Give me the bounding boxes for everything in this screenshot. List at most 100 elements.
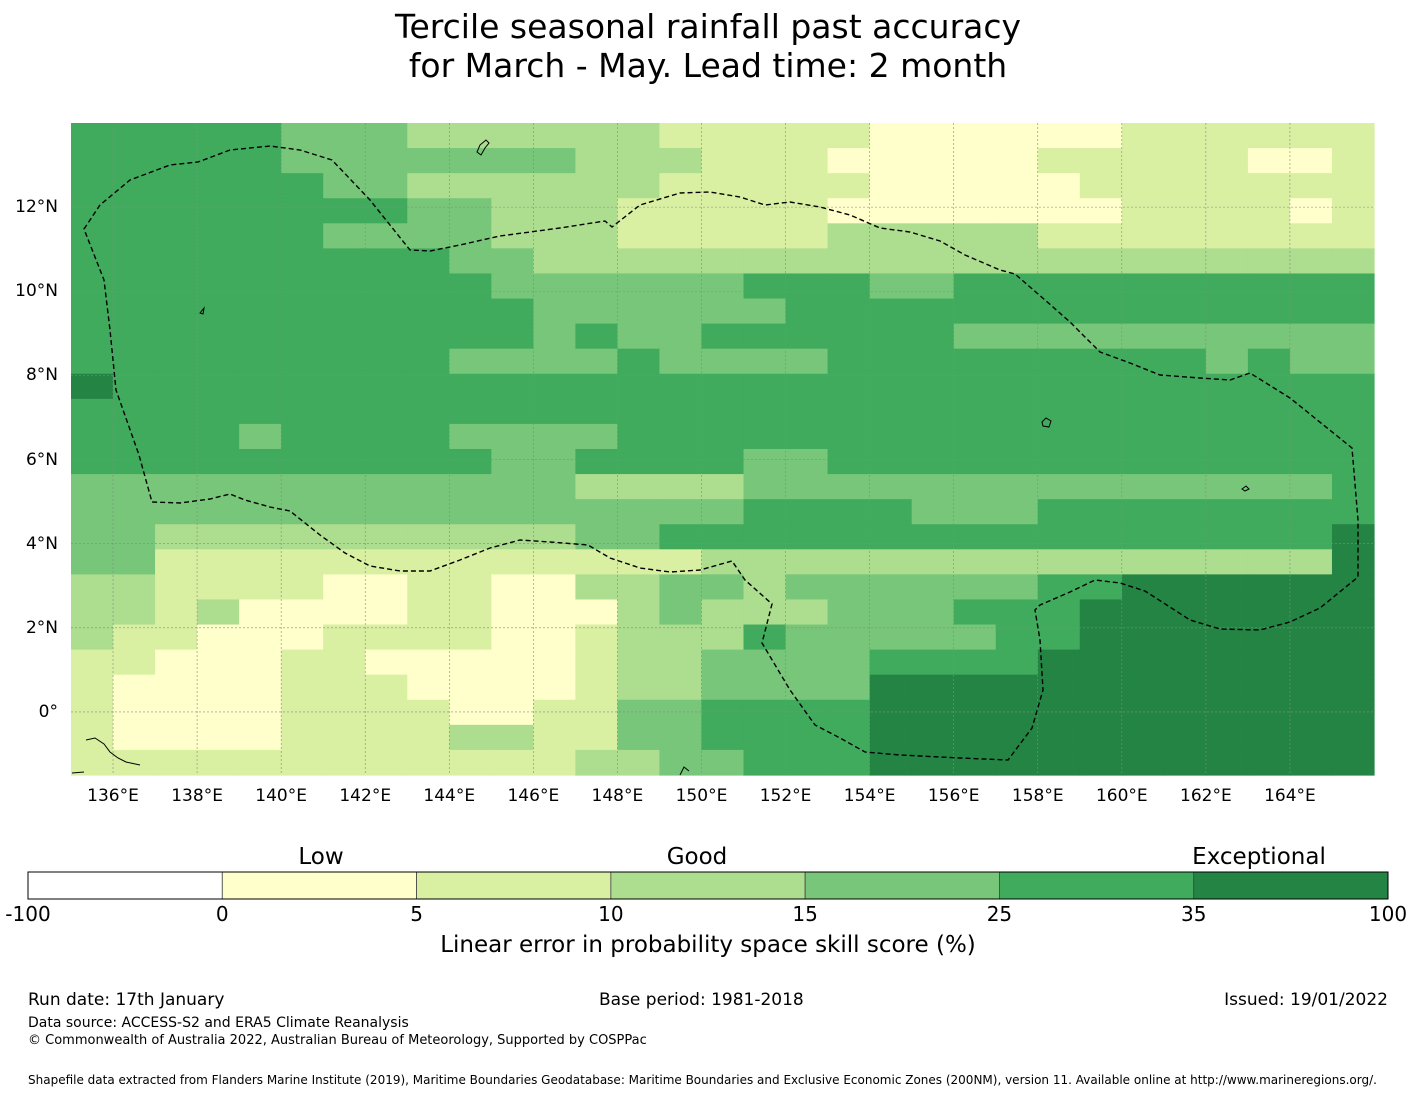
- skill-cell: [1121, 574, 1165, 601]
- skill-cell: [155, 198, 198, 224]
- skill-cell: [953, 148, 997, 174]
- skill-cell: [701, 549, 745, 575]
- skill-cell: [1079, 323, 1123, 350]
- skill-cell: [407, 474, 450, 500]
- skill-cell: [911, 373, 955, 400]
- skill-cell: [197, 549, 240, 575]
- skill-cell: [953, 524, 997, 550]
- skill-cell: [155, 398, 198, 425]
- skill-cell: [449, 674, 492, 701]
- skill-cell: [239, 499, 282, 525]
- skill-cell: [827, 398, 871, 425]
- skill-cell: [491, 649, 534, 676]
- shapefile-credit: Shapefile data extracted from Flanders M…: [28, 1073, 1377, 1087]
- skill-cell: [911, 699, 955, 726]
- skill-cell: [365, 323, 408, 350]
- skill-cell: [491, 599, 534, 626]
- skill-cell: [491, 148, 534, 174]
- skill-cell: [1037, 248, 1081, 275]
- skill-cell: [953, 499, 997, 525]
- skill-cell: [1247, 323, 1291, 350]
- skill-cell: [575, 574, 619, 601]
- skill-cell: [155, 524, 198, 550]
- skill-cell: [197, 148, 240, 174]
- skill-cell: [743, 148, 787, 174]
- skill-cell: [869, 749, 913, 776]
- skill-cell: [239, 273, 282, 300]
- skill-cell: [113, 749, 156, 776]
- base-period: Base period: 1981-2018: [599, 990, 804, 1010]
- skill-cell: [323, 649, 366, 676]
- skill-cell: [1037, 298, 1081, 325]
- skill-cell: [953, 273, 997, 300]
- skill-cell: [365, 348, 408, 375]
- skill-cell: [1037, 549, 1081, 575]
- skill-cell: [155, 699, 198, 726]
- skill-cell: [533, 298, 576, 325]
- skill-cell: [743, 624, 787, 651]
- skill-cell: [491, 624, 534, 651]
- skill-cell: [155, 549, 198, 575]
- skill-cell: [575, 524, 619, 550]
- skill-cell: [1121, 599, 1165, 626]
- skill-cell: [281, 273, 324, 300]
- skill-cell: [533, 699, 576, 726]
- skill-cell: [785, 373, 829, 400]
- skill-cell: [743, 549, 787, 575]
- skill-cell: [827, 474, 871, 500]
- skill-cell: [1205, 724, 1249, 751]
- skill-cell: [617, 724, 661, 751]
- skill-cell: [617, 674, 661, 701]
- skill-cell: [281, 549, 324, 575]
- skill-cell: [1037, 423, 1081, 450]
- skill-cell: [239, 123, 282, 149]
- skill-cell: [281, 173, 324, 199]
- skill-cell: [155, 348, 198, 375]
- skill-cell: [869, 248, 913, 275]
- skill-cell: [827, 323, 871, 350]
- skill-cell: [827, 574, 871, 601]
- skill-cell: [491, 474, 534, 500]
- chart-title-line-2: for March - May. Lead time: 2 month: [408, 46, 1008, 85]
- skill-cell: [1037, 749, 1081, 776]
- skill-cell: [785, 148, 829, 174]
- skill-cell: [911, 624, 955, 651]
- skill-cell: [239, 398, 282, 425]
- skill-cell: [113, 699, 156, 726]
- skill-cell: [827, 449, 871, 475]
- skill-cell: [197, 298, 240, 325]
- skill-cell: [1037, 198, 1081, 224]
- skill-cell: [575, 148, 619, 174]
- skill-cell: [407, 649, 450, 676]
- skill-cell: [1037, 599, 1081, 626]
- skill-cell: [869, 123, 913, 149]
- skill-cell: [995, 223, 1039, 249]
- skill-cell: [365, 699, 408, 726]
- skill-cell: [71, 398, 114, 425]
- skill-cell: [1163, 524, 1207, 550]
- yap-island: [199, 306, 205, 315]
- latitude-tick-label: 8°N: [25, 365, 58, 386]
- skill-cell: [407, 373, 450, 400]
- skill-cell: [953, 398, 997, 425]
- skill-cell: [281, 674, 324, 701]
- skill-cell: [743, 298, 787, 325]
- skill-cell: [827, 348, 871, 375]
- skill-cell: [953, 574, 997, 601]
- skill-cell: [869, 649, 913, 676]
- skill-cell: [1247, 373, 1291, 400]
- skill-cell: [1289, 223, 1333, 249]
- skill-cell: [911, 649, 955, 676]
- skill-cell: [365, 123, 408, 149]
- skill-cell: [323, 373, 366, 400]
- eez-boundary-line: [83, 145, 1359, 761]
- latitude-tick-label: 6°N: [25, 449, 58, 470]
- skill-cell: [617, 524, 661, 550]
- skill-cell: [869, 298, 913, 325]
- colorbar-tick-label: 5: [410, 902, 423, 926]
- skill-cell: [911, 749, 955, 776]
- skill-cell: [1163, 549, 1207, 575]
- skill-cell: [701, 398, 745, 425]
- skill-cell: [617, 699, 661, 726]
- skill-cell: [701, 423, 745, 450]
